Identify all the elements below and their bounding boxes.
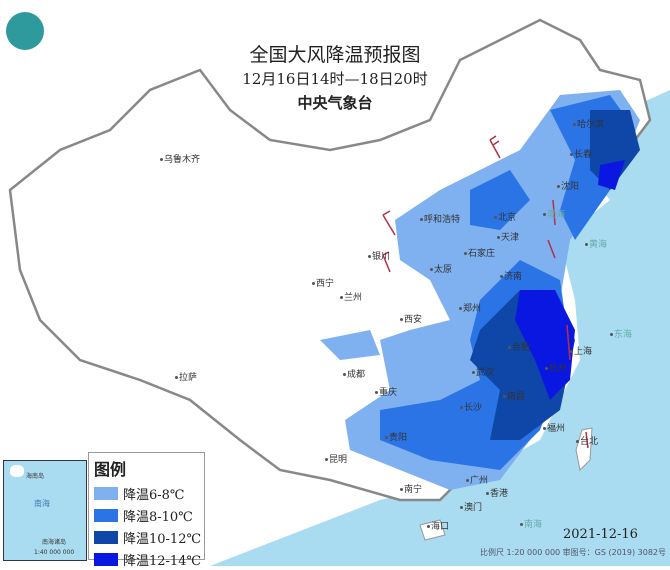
legend-label: 降温6-8℃ xyxy=(123,487,185,503)
map-footer: 比例尺 1:20 000 000 审图号：GS (2019) 3082号 xyxy=(480,548,666,557)
city-label: 武汉 xyxy=(472,368,494,378)
inset-hainan-shape xyxy=(10,465,24,477)
city-label: 银川 xyxy=(368,252,390,262)
issue-date: 2021-12-16 xyxy=(563,527,638,542)
inset-sea: 南海 xyxy=(34,499,50,508)
cooling-10-12-zone xyxy=(470,110,640,440)
legend-label: 降温8-10℃ xyxy=(123,509,193,525)
cma-logo xyxy=(6,12,44,50)
city-label: 长沙 xyxy=(460,403,482,413)
city-label: 长春 xyxy=(570,150,592,160)
legend-item: 降温12-14℃ xyxy=(94,548,202,570)
sea-label: 南海 xyxy=(520,520,542,530)
city-label: 香港 xyxy=(486,489,508,499)
sea-label: 东海 xyxy=(610,330,632,340)
city-label: 济南 xyxy=(500,272,522,282)
city-label: 昆明 xyxy=(325,455,347,465)
city-label: 石家庄 xyxy=(464,249,495,259)
city-label: 沈阳 xyxy=(557,182,579,192)
city-label: 乌鲁木齐 xyxy=(160,155,200,165)
city-label: 贵阳 xyxy=(385,433,407,443)
legend-item: 降温8-10℃ xyxy=(94,504,199,526)
legend-title: 图例 xyxy=(94,460,127,479)
inset-islands: 南海诸岛 xyxy=(42,539,67,546)
legend: 图例 降温6-8℃ 降温8-10℃ 降温10-12℃ 降温12-14℃ xyxy=(88,452,205,569)
map-title: 全国大风降温预报图 xyxy=(249,44,421,66)
legend-label: 降温10-12℃ xyxy=(123,531,202,547)
legend-swatch xyxy=(94,486,118,500)
legend-swatch xyxy=(94,508,118,522)
legend-item: 降温6-8℃ xyxy=(94,482,199,504)
inset-scale: 1:40 000 000 xyxy=(34,549,75,556)
cooling-12-14-zone xyxy=(515,160,625,400)
south-china-sea-inset: 海南岛 南海 南海诸岛 1:40 000 000 xyxy=(3,460,87,561)
city-label: 太原 xyxy=(430,265,452,275)
city-label: 合肥 xyxy=(508,343,530,353)
city-label: 重庆 xyxy=(375,388,397,398)
city-label: 郑州 xyxy=(459,304,481,314)
time-range: 12月16日14时—18日20时 xyxy=(242,70,428,88)
issuer: 中央气象台 xyxy=(297,94,373,112)
city-label: 南昌 xyxy=(503,392,525,402)
city-label: 广州 xyxy=(466,476,488,486)
legend-item: 降温10-12℃ xyxy=(94,526,202,548)
legend-swatch xyxy=(94,530,118,544)
city-label: 澳门 xyxy=(460,503,482,513)
city-label: 西安 xyxy=(400,315,422,325)
city-label: 北京 xyxy=(494,213,516,223)
city-label: 海口 xyxy=(427,522,449,532)
sea-area xyxy=(210,90,670,566)
inset-place: 海南岛 xyxy=(26,473,45,480)
city-label: 哈尔滨 xyxy=(573,120,604,130)
city-label: 兰州 xyxy=(340,293,362,303)
city-label: 福州 xyxy=(543,424,565,434)
city-label: 上海 xyxy=(570,347,592,357)
city-label: 南宁 xyxy=(400,485,422,495)
city-label: 台北 xyxy=(576,437,598,447)
city-label: 西宁 xyxy=(312,279,334,289)
legend-label: 降温12-14℃ xyxy=(123,553,202,569)
sea-label: 黄海 xyxy=(585,240,607,250)
sea-label: 渤海 xyxy=(543,210,565,220)
legend-swatch xyxy=(94,552,118,566)
city-label: 天津 xyxy=(497,233,519,243)
city-label: 杭州 xyxy=(545,364,567,374)
city-label: 拉萨 xyxy=(175,373,197,383)
city-label: 呼和浩特 xyxy=(420,215,460,225)
city-label: 成都 xyxy=(343,370,365,380)
